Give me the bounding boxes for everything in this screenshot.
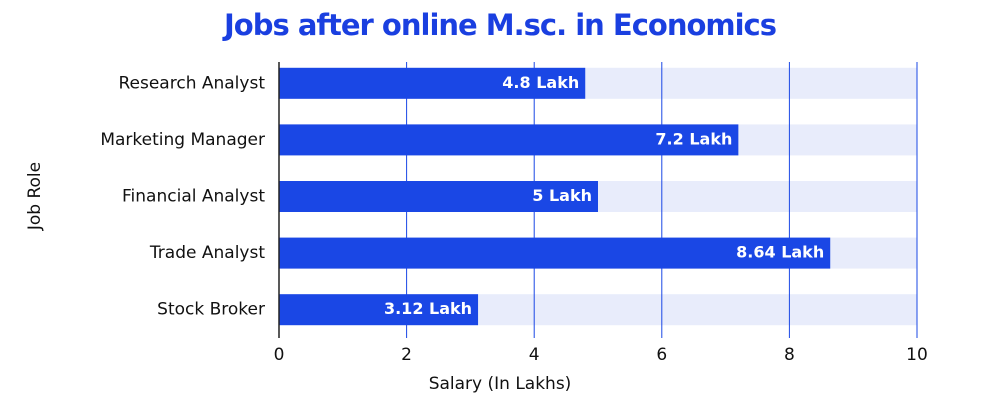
x-tick-label: 2 xyxy=(401,345,412,365)
x-tick-label: 10 xyxy=(906,345,928,365)
bar xyxy=(279,237,831,269)
y-axis-label: Job Role xyxy=(25,162,45,231)
value-label: 5 Lakh xyxy=(532,186,592,205)
bar xyxy=(279,181,598,212)
x-tick-label: 0 xyxy=(274,345,285,365)
y-tick-label: Stock Broker xyxy=(157,300,265,320)
value-label: 8.64 Lakh xyxy=(736,243,824,262)
x-axis-label: Salary (In Lakhs) xyxy=(429,374,572,394)
y-tick-label: Trade Analyst xyxy=(149,243,265,263)
x-tick-label: 4 xyxy=(529,345,540,365)
x-tick-label: 8 xyxy=(784,345,795,365)
y-tick-label: Marketing Manager xyxy=(100,130,265,150)
chart-title: Jobs after online M.sc. in Economics xyxy=(222,8,776,42)
bar xyxy=(279,294,479,326)
bar xyxy=(279,67,586,99)
x-tick-label: 6 xyxy=(656,345,667,365)
value-label: 3.12 Lakh xyxy=(384,299,472,318)
bar xyxy=(279,124,739,156)
y-tick-label: Research Analyst xyxy=(118,73,265,93)
y-tick-label: Financial Analyst xyxy=(122,187,265,207)
value-label: 7.2 Lakh xyxy=(655,129,732,148)
value-label: 4.8 Lakh xyxy=(502,73,579,92)
